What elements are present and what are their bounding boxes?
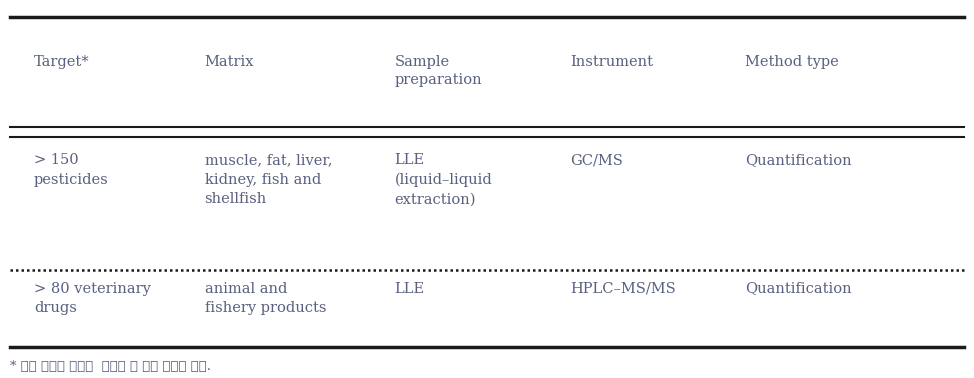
Text: Instrument: Instrument bbox=[570, 55, 653, 69]
Text: LLE: LLE bbox=[394, 282, 425, 296]
Text: Target*: Target* bbox=[34, 55, 90, 69]
Text: Quantification: Quantification bbox=[745, 153, 851, 167]
Text: * 모든 성분을 동시에  분석할 수 있는 방법은 아님.: * 모든 성분을 동시에 분석할 수 있는 방법은 아님. bbox=[10, 360, 210, 373]
Text: Sample
preparation: Sample preparation bbox=[394, 55, 482, 87]
Text: HPLC–MS/MS: HPLC–MS/MS bbox=[570, 282, 676, 296]
Text: LLE
(liquid–liquid
extraction): LLE (liquid–liquid extraction) bbox=[394, 153, 492, 207]
Text: muscle, fat, liver,
kidney, fish and
shellfish: muscle, fat, liver, kidney, fish and she… bbox=[205, 153, 332, 206]
Text: animal and
fishery products: animal and fishery products bbox=[205, 282, 326, 315]
Text: GC/MS: GC/MS bbox=[570, 153, 622, 167]
Text: Method type: Method type bbox=[745, 55, 839, 69]
Text: > 80 veterinary
drugs: > 80 veterinary drugs bbox=[34, 282, 151, 315]
Text: > 150
pesticides: > 150 pesticides bbox=[34, 153, 109, 187]
Text: Quantification: Quantification bbox=[745, 282, 851, 296]
Text: Matrix: Matrix bbox=[205, 55, 254, 69]
